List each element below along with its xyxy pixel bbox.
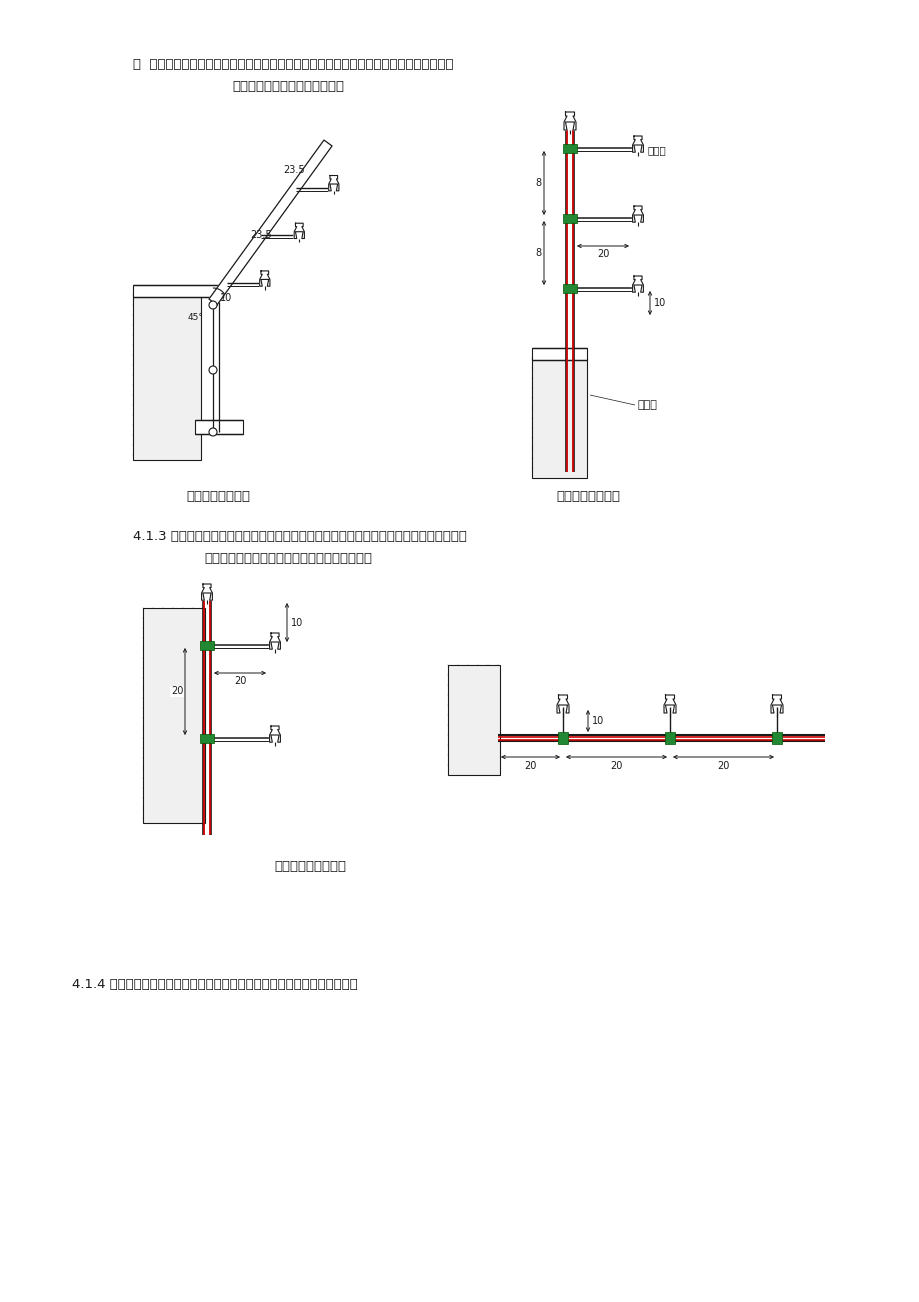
Circle shape	[209, 428, 217, 436]
Text: 4.1.4 台阶及转角的安装方式应保证导线之间平行，支架的强度需足够，若强: 4.1.4 台阶及转角的安装方式应保证导线之间平行，支架的强度需足够，若强	[72, 978, 357, 991]
Polygon shape	[632, 135, 642, 152]
Polygon shape	[664, 695, 675, 713]
Polygon shape	[632, 276, 642, 292]
Polygon shape	[770, 695, 782, 713]
Text: 10: 10	[220, 293, 232, 303]
Text: 10: 10	[591, 716, 604, 727]
Bar	[133, 285, 222, 297]
Bar	[448, 665, 499, 775]
Text: 膨胀钉: 膨胀钉	[637, 400, 657, 410]
Polygon shape	[259, 271, 269, 286]
Circle shape	[209, 366, 217, 374]
Text: 10: 10	[653, 298, 665, 309]
Bar	[562, 143, 576, 152]
Text: 墙体顶部倾斜安装: 墙体顶部倾斜安装	[186, 490, 250, 503]
Text: 4.1.3 支架可安装在围墙的内侧或外侧并与围墙垂直安装，墙体中部与楼层间的支架需用膨: 4.1.3 支架可安装在围墙的内侧或外侧并与围墙垂直安装，墙体中部与楼层间的支架…	[133, 530, 466, 543]
Bar	[531, 348, 586, 359]
Bar	[199, 641, 214, 650]
Bar	[562, 284, 576, 293]
Polygon shape	[269, 633, 280, 650]
Text: 8: 8	[534, 178, 540, 187]
Text: 20: 20	[233, 676, 246, 686]
Text: 20: 20	[171, 686, 183, 697]
Polygon shape	[563, 112, 575, 130]
Bar	[562, 214, 576, 223]
Bar	[199, 733, 214, 742]
Text: 项  不管地势走势如何，荀杆的焊接需保证绵缘子是竖直向上的，以免下雨时水流将探测电: 项 不管地势走势如何，荀杆的焊接需保证绵缘子是竖直向上的，以免下雨时水流将探测电	[133, 59, 453, 72]
Text: 胀荀杆将支架牢固安装在墙体上，保证其稳固。: 胀荀杆将支架牢固安装在墙体上，保证其稳固。	[204, 552, 371, 565]
Bar	[195, 421, 243, 434]
Text: 墙体中部安装示意图: 墙体中部安装示意图	[274, 861, 346, 874]
Bar	[664, 732, 675, 743]
Text: 墙体顶部垂直安装: 墙体顶部垂直安装	[555, 490, 619, 503]
Polygon shape	[328, 176, 338, 191]
Polygon shape	[294, 223, 304, 238]
Bar	[133, 296, 200, 460]
Polygon shape	[556, 695, 568, 713]
Text: 45°: 45°	[187, 312, 204, 322]
Polygon shape	[201, 585, 212, 600]
Bar	[142, 608, 205, 823]
Bar	[531, 358, 586, 478]
Text: 20: 20	[717, 760, 729, 771]
Text: 23.5: 23.5	[283, 165, 304, 174]
Polygon shape	[632, 206, 642, 223]
Text: 20: 20	[609, 760, 622, 771]
Polygon shape	[209, 141, 332, 305]
Text: 8: 8	[534, 247, 540, 258]
Bar	[558, 732, 567, 743]
Polygon shape	[269, 727, 280, 742]
Bar	[771, 732, 781, 743]
Circle shape	[209, 301, 217, 309]
Text: 20: 20	[524, 760, 536, 771]
Text: 20: 20	[596, 249, 608, 259]
Text: 10: 10	[290, 617, 302, 628]
Text: 缆与支架荀杆导通，引起误报。: 缆与支架荀杆导通，引起误报。	[232, 79, 344, 92]
Text: 23.5: 23.5	[250, 230, 271, 240]
Text: 绵缘子: 绵缘子	[647, 145, 666, 155]
